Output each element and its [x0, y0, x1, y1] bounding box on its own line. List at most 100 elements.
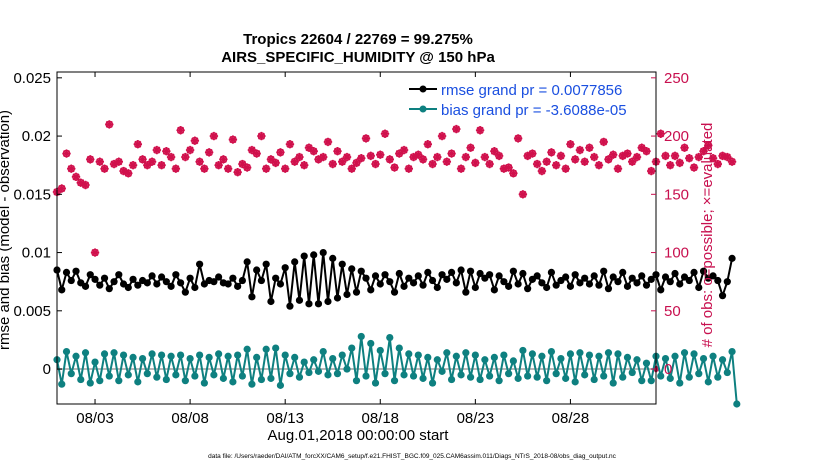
obs-count-point — [708, 154, 718, 163]
rmse-point — [419, 281, 427, 289]
obs-evaluated-marker — [523, 151, 532, 161]
obs-evaluated-marker — [204, 148, 214, 157]
bias-point — [276, 381, 285, 389]
obs-evaluated-marker — [685, 154, 694, 163]
bias-point — [609, 379, 617, 387]
bias-point — [457, 371, 465, 379]
rmse-point — [533, 272, 541, 280]
obs-count-point — [414, 150, 423, 159]
obs-count-point — [670, 151, 680, 161]
obs-evaluated-marker — [475, 126, 485, 135]
rmse-point — [505, 282, 513, 290]
rmse-point — [452, 279, 460, 287]
rmse-point — [628, 274, 636, 282]
rmse-point — [709, 272, 717, 280]
obs-evaluated-marker — [561, 164, 570, 173]
obs-evaluated-marker — [689, 163, 699, 172]
rmse-point — [576, 279, 584, 287]
rmse-point — [177, 279, 185, 287]
obs-count-point — [694, 152, 703, 162]
obs-evaluated-marker — [352, 158, 361, 168]
obs-evaluated-marker — [271, 158, 280, 168]
obs-evaluated-marker — [480, 152, 490, 162]
bias-point — [414, 351, 422, 359]
rmse-point — [286, 302, 294, 310]
obs-count-point — [257, 131, 266, 141]
obs-evaluated-marker — [461, 152, 471, 162]
bias-point — [633, 356, 641, 364]
obs-evaluated-marker — [143, 160, 152, 170]
bias-point — [310, 356, 318, 364]
obs-evaluated-marker — [589, 152, 599, 162]
obs-evaluated-marker — [509, 169, 518, 178]
rmse-point — [409, 279, 418, 287]
obs-count-point — [295, 152, 304, 162]
bias-point — [409, 372, 418, 380]
obs-evaluated-marker — [185, 145, 195, 155]
bias-point — [642, 359, 651, 367]
rmse-point — [543, 283, 551, 292]
obs-count-point — [404, 164, 413, 173]
obs-evaluated-marker — [537, 166, 547, 176]
rmse-point — [443, 275, 451, 283]
obs-evaluated-marker — [471, 158, 480, 168]
rmse-point — [148, 272, 156, 280]
bias-point — [105, 372, 113, 380]
obs-count-point — [171, 164, 181, 173]
rmse-series — [53, 248, 736, 310]
bias-point — [619, 373, 627, 381]
rmse-point — [585, 280, 594, 288]
rmse-point — [67, 276, 75, 285]
rmse-point — [281, 264, 289, 272]
obs-count-point — [209, 131, 219, 141]
bias-point — [100, 350, 109, 358]
bias-point — [718, 356, 727, 364]
obs-evaluated-marker — [551, 160, 561, 170]
y-left-tick-label: 0.005 — [13, 303, 51, 320]
obs-count-point — [319, 152, 328, 162]
obs-count-point — [124, 169, 133, 178]
bias-point — [576, 349, 584, 357]
bias-point — [723, 368, 731, 377]
bias-point — [533, 373, 541, 381]
obs-count-point — [656, 129, 665, 138]
bias-point — [481, 356, 489, 364]
rmse-point — [633, 279, 641, 287]
obs-count-point — [442, 157, 452, 166]
obs-count-point — [190, 136, 200, 145]
bias-point — [728, 347, 736, 356]
obs-evaluated-marker — [680, 143, 689, 152]
bias-point — [286, 370, 294, 378]
legend-rmse-label: rmse grand pr = 0.0077856 — [441, 82, 622, 99]
rmse-point — [699, 267, 708, 275]
obs-count-point — [537, 166, 547, 176]
obs-count-point — [494, 151, 504, 161]
bias-point — [124, 371, 132, 379]
obs-evaluated-marker — [247, 145, 257, 155]
bias-point — [661, 354, 670, 363]
obs-evaluated-marker — [109, 159, 119, 169]
bias-point — [257, 375, 266, 384]
rmse-point — [695, 283, 703, 292]
rmse-point — [234, 282, 242, 290]
obs-count-point — [556, 151, 566, 161]
obs-evaluated-marker — [399, 145, 409, 155]
bias-point — [81, 349, 90, 357]
bias-point — [699, 354, 708, 363]
obs-count-point — [357, 154, 366, 163]
rmse-point — [514, 280, 522, 288]
bias-point — [628, 368, 636, 377]
rmse-point — [100, 274, 109, 282]
bias-point — [333, 370, 342, 378]
obs-count-point — [195, 157, 204, 166]
rmse-point — [172, 271, 180, 279]
rmse-point — [718, 292, 727, 300]
y-left-tick-label: 0 — [43, 361, 51, 378]
bias-point — [215, 350, 223, 358]
bias-point — [614, 350, 622, 358]
obs-evaluated-marker — [209, 131, 219, 141]
bias-point — [528, 350, 536, 358]
bias-point — [62, 347, 71, 356]
obs-evaluated-marker — [513, 134, 523, 143]
obs-count-point — [233, 167, 242, 177]
